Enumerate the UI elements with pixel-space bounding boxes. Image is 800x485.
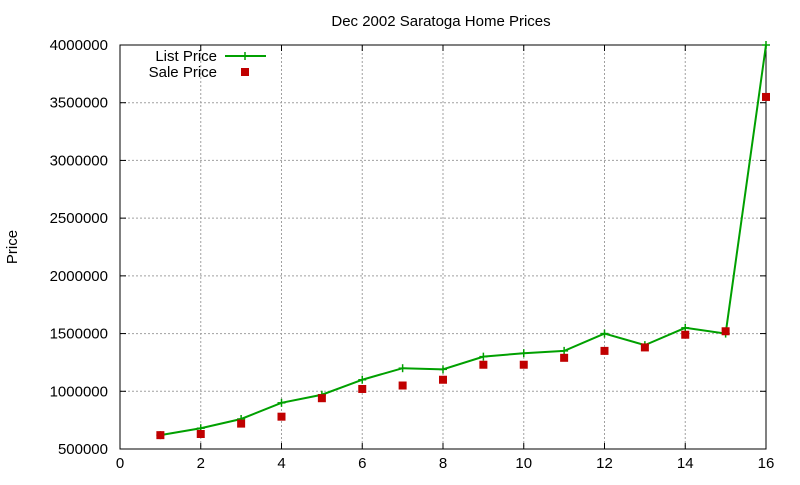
grid-lines — [120, 45, 766, 449]
legend-label: Sale Price — [149, 64, 217, 81]
sale-price-point — [398, 381, 407, 390]
list-price-point — [762, 41, 770, 49]
x-tick-label: 14 — [677, 455, 694, 472]
list-price-line — [160, 44, 767, 437]
y-tick-label: 500000 — [58, 441, 108, 458]
sale-price-point — [196, 429, 205, 438]
y-tick-label: 3000000 — [50, 152, 108, 169]
sale-price-point — [640, 343, 649, 352]
list-price-point — [358, 375, 367, 384]
sale-price-series — [156, 92, 770, 440]
y-tick-label: 1000000 — [50, 383, 108, 400]
sale-price-point — [358, 384, 367, 393]
sale-price-point — [721, 327, 730, 336]
x-tick-label: 12 — [596, 455, 613, 472]
list-price-series — [156, 41, 770, 440]
x-tick-label: 2 — [197, 455, 205, 472]
y-tick-label: 2000000 — [50, 268, 108, 285]
sale-price-point — [237, 419, 246, 428]
x-tick-label: 0 — [116, 455, 124, 472]
axes — [119, 44, 767, 450]
sale-price-point — [519, 360, 528, 369]
list-price-point — [479, 352, 488, 361]
y-axis-title: Price — [4, 230, 21, 264]
x-tick-label: 4 — [277, 455, 285, 472]
sale-price-point — [317, 394, 326, 403]
tick-labels: 0 2 4 6 8 10 12 14 16 500000 1000000 1500000 2000000… — [50, 37, 775, 472]
sale-price-point — [479, 360, 488, 369]
list-price-point — [241, 52, 249, 60]
sale-price-point — [681, 330, 690, 339]
y-tick-label: 4000000 — [50, 37, 108, 54]
y-tick-label: 3500000 — [50, 95, 108, 112]
list-price-point — [600, 329, 609, 338]
sale-price-point — [762, 92, 770, 101]
list-price-point — [681, 323, 690, 332]
y-tick-label: 2500000 — [50, 210, 108, 227]
sale-price-point — [277, 412, 286, 421]
sale-price-point — [600, 346, 609, 355]
x-tick-label: 6 — [358, 455, 366, 472]
sale-price-point — [439, 375, 447, 384]
sale-price-point — [241, 68, 249, 76]
x-tick-label: 10 — [515, 455, 532, 472]
chart-title: Dec 2002 Saratoga Home Prices — [331, 13, 550, 30]
x-tick-label: 16 — [758, 455, 775, 472]
list-price-point — [560, 346, 569, 355]
list-price-point — [277, 398, 286, 407]
list-price-point — [519, 349, 528, 358]
sale-price-point — [560, 353, 569, 362]
x-tick-label: 8 — [439, 455, 447, 472]
legend-label: List Price — [155, 48, 217, 65]
list-price-point — [398, 364, 407, 373]
y-tick-label: 1500000 — [50, 326, 108, 343]
list-price-point — [439, 365, 447, 374]
sale-price-point — [156, 431, 165, 440]
data-series — [156, 41, 770, 440]
